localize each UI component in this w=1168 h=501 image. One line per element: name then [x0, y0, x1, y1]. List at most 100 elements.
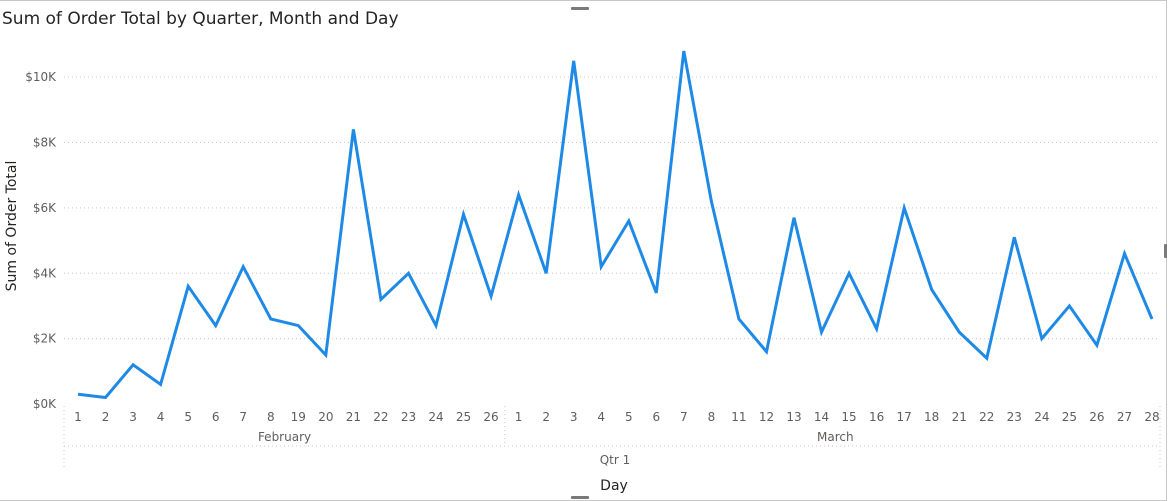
- x-tick-label: 8: [708, 410, 716, 424]
- x-tick-label: 14: [814, 410, 829, 424]
- x-tick-label: 2: [102, 410, 110, 424]
- x-tick-label: 22: [979, 410, 994, 424]
- data-point[interactable]: [955, 328, 963, 336]
- data-point[interactable]: [322, 351, 330, 359]
- data-point[interactable]: [212, 322, 220, 330]
- x-axis-hierarchy: February March Qtr 1: [63, 406, 1161, 470]
- x-tick-label: 26: [483, 410, 498, 424]
- y-tick-label: $8K: [33, 136, 57, 150]
- data-point[interactable]: [1120, 250, 1128, 258]
- data-point[interactable]: [294, 322, 302, 330]
- data-point[interactable]: [432, 322, 440, 330]
- x-tick-label: 23: [401, 410, 416, 424]
- data-point[interactable]: [1010, 233, 1018, 241]
- x-axis-ticks: 1 2 3 4 5 6 7 8 19 20 21 22 23 24 25 26 1 2 3 4 5 6 7 8 11 12 13 14…: [74, 410, 1159, 424]
- data-point[interactable]: [1065, 302, 1073, 310]
- data-point[interactable]: [983, 354, 991, 362]
- y-axis-title: Sum of Order Total: [4, 161, 20, 292]
- data-point[interactable]: [707, 197, 715, 205]
- data-point[interactable]: [790, 214, 798, 222]
- data-point[interactable]: [735, 315, 743, 323]
- x-axis-title: Day: [600, 478, 628, 494]
- data-point[interactable]: [900, 204, 908, 212]
- data-point[interactable]: [1038, 335, 1046, 343]
- resize-handle-top[interactable]: [571, 7, 589, 10]
- x-tick-label: 22: [373, 410, 388, 424]
- data-point[interactable]: [460, 210, 468, 218]
- x-tick-label: 21: [952, 410, 967, 424]
- y-tick-label: $10K: [25, 70, 57, 84]
- resize-handle-right[interactable]: [1164, 244, 1167, 258]
- data-point[interactable]: [928, 286, 936, 294]
- x-tick-label: 2: [542, 410, 550, 424]
- x-tick-label: 5: [184, 410, 192, 424]
- x-tick-label: 3: [570, 410, 578, 424]
- x-tick-label: 4: [597, 410, 605, 424]
- x-tick-label: 16: [869, 410, 884, 424]
- data-point[interactable]: [818, 328, 826, 336]
- data-point[interactable]: [487, 292, 495, 300]
- data-point[interactable]: [129, 361, 137, 369]
- data-point[interactable]: [515, 191, 523, 199]
- x-tick-label: 3: [129, 410, 137, 424]
- x-tick-label: 25: [1062, 410, 1077, 424]
- x-tick-label: 13: [786, 410, 801, 424]
- data-point[interactable]: [873, 325, 881, 333]
- series-line: [77, 50, 1154, 400]
- y-tick-label: $0K: [33, 397, 57, 411]
- x-tick-label: 1: [74, 410, 82, 424]
- data-point[interactable]: [349, 125, 357, 133]
- y-axis-ticks: $0K $2K $4K $6K $8K $10K: [25, 70, 57, 411]
- data-point[interactable]: [1148, 315, 1156, 323]
- x-tick-label: 12: [759, 410, 774, 424]
- x-tick-label: 26: [1089, 410, 1104, 424]
- y-tick-label: $4K: [33, 266, 57, 280]
- x-tick-label: 7: [680, 410, 688, 424]
- data-point[interactable]: [652, 289, 660, 297]
- x-tick-label: 23: [1007, 410, 1022, 424]
- chart-title: Sum of Order Total by Quarter, Month and…: [2, 9, 399, 29]
- x-tick-label: 21: [346, 410, 361, 424]
- month-label: February: [258, 430, 311, 444]
- data-point[interactable]: [570, 57, 578, 65]
- x-tick-label: 17: [897, 410, 912, 424]
- x-tick-label: 18: [924, 410, 939, 424]
- y-tick-label: $2K: [33, 332, 57, 346]
- series-layer: [74, 47, 1156, 401]
- data-point[interactable]: [845, 269, 853, 277]
- data-point[interactable]: [542, 269, 550, 277]
- data-point[interactable]: [239, 263, 247, 271]
- data-point[interactable]: [102, 393, 110, 401]
- x-tick-label: 8: [267, 410, 275, 424]
- x-tick-label: 1: [515, 410, 523, 424]
- x-tick-label: 27: [1117, 410, 1132, 424]
- data-point[interactable]: [267, 315, 275, 323]
- x-tick-label: 4: [157, 410, 165, 424]
- y-tick-label: $6K: [33, 201, 57, 215]
- gridlines: [64, 76, 1160, 340]
- x-tick-label: 20: [318, 410, 333, 424]
- x-tick-label: 6: [652, 410, 660, 424]
- data-point[interactable]: [625, 217, 633, 225]
- data-point[interactable]: [184, 282, 192, 290]
- x-tick-label: 24: [1034, 410, 1049, 424]
- data-point[interactable]: [404, 269, 412, 277]
- x-tick-label: 11: [731, 410, 746, 424]
- data-point[interactable]: [157, 380, 165, 388]
- data-point[interactable]: [1093, 341, 1101, 349]
- x-tick-label: 15: [841, 410, 856, 424]
- data-point[interactable]: [762, 348, 770, 356]
- x-tick-label: 7: [239, 410, 247, 424]
- x-tick-label: 5: [625, 410, 633, 424]
- x-tick-label: 28: [1144, 410, 1159, 424]
- x-tick-label: 25: [456, 410, 471, 424]
- x-tick-label: 24: [428, 410, 443, 424]
- data-point[interactable]: [74, 390, 82, 398]
- data-point[interactable]: [680, 47, 688, 55]
- data-point[interactable]: [377, 295, 385, 303]
- resize-handle-bottom[interactable]: [571, 496, 589, 499]
- month-label: March: [817, 430, 854, 444]
- data-point[interactable]: [597, 263, 605, 271]
